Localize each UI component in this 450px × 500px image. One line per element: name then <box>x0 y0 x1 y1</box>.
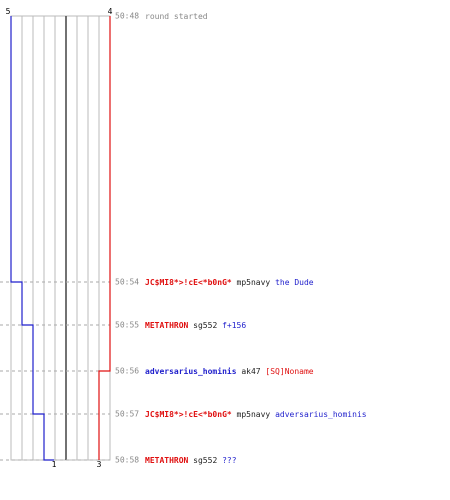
event-time: 50:54 <box>115 278 139 287</box>
event-time: 50:57 <box>115 410 139 419</box>
event-segment-3: ??? <box>222 456 237 465</box>
event-time: 50:56 <box>115 367 139 376</box>
event-log: 50:48 round started 50:54 JC$MI8*>!cE<*b0nG… <box>115 12 367 465</box>
event-time: 50:58 <box>115 456 139 465</box>
event-description: adversarius_hominis ak47 [SQ]Noname <box>145 366 314 376</box>
event-description: JC$MI8*>!cE<*b0nG* mp5navy the Dude <box>145 278 314 287</box>
team-step-lines <box>10 16 111 461</box>
event-segment-1: JC$MI8*>!cE<*b0nG* <box>145 278 232 287</box>
red-end-count: 3 <box>97 460 102 469</box>
event-row: 50:57 JC$MI8*>!cE<*b0nG* mp5navy adversar… <box>115 410 367 419</box>
event-segment-2: sg552 <box>188 321 222 330</box>
event-time: 50:55 <box>115 321 139 330</box>
event-guides <box>0 281 110 461</box>
event-segment-2: mp5navy <box>232 410 275 419</box>
event-row: 50:48 round started <box>115 12 208 21</box>
event-segment-2: ak47 <box>237 367 266 376</box>
event-description: round started <box>145 12 208 21</box>
event-segment-1: adversarius_hominis <box>145 366 237 376</box>
event-segment-3: f+156 <box>222 321 246 330</box>
event-segment-1: METATHRON <box>145 321 189 330</box>
blue-team-step-line <box>10 16 54 461</box>
timeline-grid <box>10 15 111 461</box>
event-time: 50:48 <box>115 12 139 21</box>
event-segment-3: adversarius_hominis <box>275 410 367 419</box>
event-segment-1: METATHRON <box>145 456 189 465</box>
event-row: 50:56 adversarius_hominis ak47 [SQ]Noname <box>115 366 314 376</box>
event-row: 50:58 METATHRON sg552 ??? <box>115 456 237 465</box>
blue-end-count: 1 <box>52 460 57 469</box>
event-segment-3: the Dude <box>275 278 314 287</box>
red-team-step-line <box>98 16 111 460</box>
blue-start-count: 5 <box>6 7 11 16</box>
red-start-count: 4 <box>108 7 113 16</box>
event-segment-3: [SQ]Noname <box>265 367 313 376</box>
event-description: JC$MI8*>!cE<*b0nG* mp5navy adversarius_h… <box>145 410 367 419</box>
event-segment-1: JC$MI8*>!cE<*b0nG* <box>145 410 232 419</box>
event-segment-1: round started <box>145 12 208 21</box>
event-segment-2: mp5navy <box>232 278 275 287</box>
grid-frame <box>10 15 111 461</box>
event-description: METATHRON sg552 ??? <box>145 456 237 465</box>
event-row: 50:55 METATHRON sg552 f+156 <box>115 321 246 330</box>
event-description: METATHRON sg552 f+156 <box>145 321 246 330</box>
event-segment-2: sg552 <box>188 456 222 465</box>
event-row: 50:54 JC$MI8*>!cE<*b0nG* mp5navy the Dude <box>115 278 314 287</box>
